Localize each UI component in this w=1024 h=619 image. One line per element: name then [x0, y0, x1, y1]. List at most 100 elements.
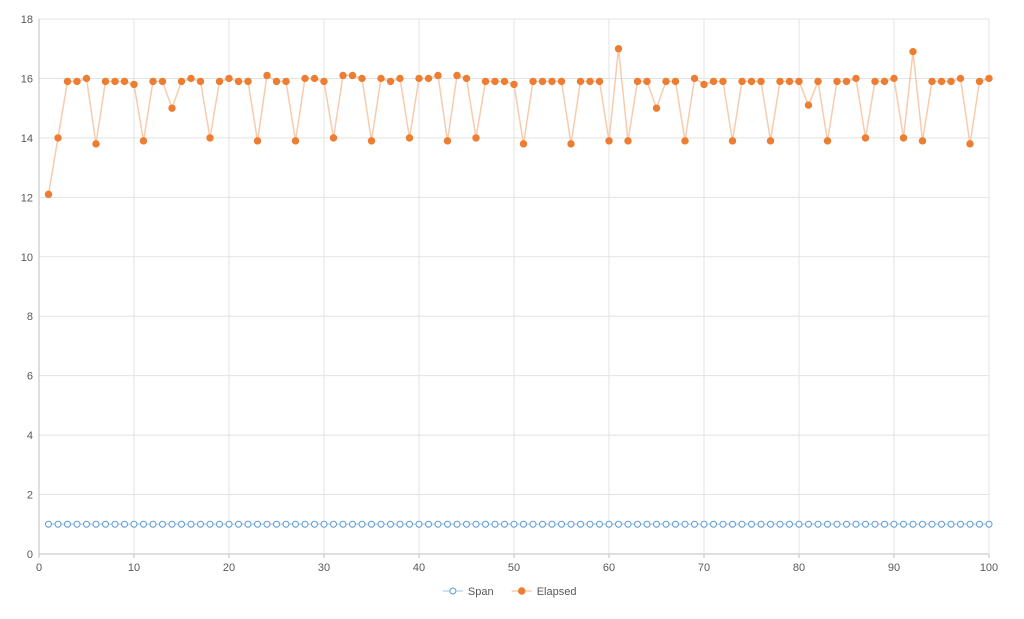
- data-point: [83, 520, 90, 528]
- data-point: [643, 520, 651, 528]
- data-point: [291, 137, 300, 145]
- data-point: [510, 520, 518, 528]
- data-point: [862, 520, 869, 528]
- data-point: [330, 520, 337, 528]
- data-point: [814, 77, 822, 86]
- y-tick-label: 10: [21, 252, 33, 264]
- data-point: [672, 520, 679, 528]
- data-point: [216, 520, 223, 528]
- data-point: [539, 520, 546, 528]
- data-point: [786, 520, 793, 528]
- data-point: [928, 77, 936, 86]
- data-point: [244, 77, 252, 86]
- data-point: [130, 520, 138, 528]
- data-point: [975, 77, 984, 86]
- data-point: [567, 140, 575, 148]
- data-point: [234, 77, 243, 86]
- data-point: [824, 520, 831, 528]
- data-point: [738, 77, 746, 86]
- data-point: [814, 520, 822, 528]
- x-tick-label: 60: [603, 562, 615, 574]
- data-point: [966, 520, 974, 528]
- data-point: [481, 77, 490, 86]
- data-point: [472, 520, 480, 528]
- data-point: [899, 134, 908, 142]
- data-point: [671, 77, 680, 86]
- data-point: [368, 520, 375, 528]
- data-point: [443, 137, 452, 145]
- data-point: [738, 520, 746, 528]
- data-point: [937, 77, 946, 86]
- data-point: [614, 45, 623, 53]
- data-point: [700, 520, 708, 528]
- series-span: [45, 520, 993, 528]
- data-point: [652, 104, 661, 112]
- data-point: [272, 77, 281, 86]
- data-point: [158, 77, 167, 86]
- legend: Span Elapsed: [442, 586, 576, 598]
- data-point: [311, 520, 318, 528]
- data-point: [64, 520, 71, 528]
- data-point: [766, 137, 775, 145]
- data-point: [453, 520, 461, 528]
- data-point: [557, 77, 566, 86]
- data-point: [377, 520, 385, 528]
- series-line: [47, 48, 990, 195]
- y-tick-label: 14: [21, 133, 33, 145]
- data-point: [976, 520, 983, 528]
- data-point: [253, 137, 262, 145]
- data-point: [339, 520, 347, 528]
- data-point: [348, 71, 357, 80]
- data-point: [700, 80, 708, 89]
- data-point: [709, 77, 718, 86]
- data-point: [177, 77, 186, 86]
- data-point: [966, 140, 974, 148]
- data-point: [918, 137, 927, 145]
- x-tick-label: 0: [36, 562, 42, 574]
- data-point: [320, 520, 328, 528]
- data-point: [501, 520, 508, 528]
- data-point: [301, 74, 309, 83]
- data-point: [624, 520, 632, 528]
- x-tick-label: 70: [698, 562, 710, 574]
- data-point: [519, 140, 528, 148]
- data-point: [168, 104, 176, 112]
- data-point: [795, 520, 803, 528]
- data-point: [510, 80, 518, 89]
- data-point: [624, 137, 632, 145]
- data-point: [586, 77, 594, 86]
- data-point: [529, 77, 537, 86]
- data-point: [178, 520, 185, 528]
- data-point: [396, 74, 404, 83]
- data-point: [919, 520, 926, 528]
- data-point: [833, 77, 841, 86]
- y-tick-label: 16: [21, 73, 33, 85]
- data-point: [159, 520, 166, 528]
- data-point: [396, 520, 404, 528]
- legend-item-elapsed: Elapsed: [511, 586, 576, 598]
- data-point: [44, 190, 53, 199]
- data-point: [985, 74, 993, 83]
- data-point: [520, 520, 527, 528]
- y-tick-label: 6: [27, 371, 33, 383]
- legend-marker: [449, 587, 457, 595]
- data-point: [82, 74, 91, 83]
- data-point: [386, 77, 395, 86]
- data-point: [776, 520, 784, 528]
- data-point: [947, 77, 955, 86]
- data-point: [187, 520, 195, 528]
- data-point: [434, 71, 442, 80]
- data-point: [235, 520, 242, 528]
- data-point: [406, 520, 413, 528]
- data-point: [215, 77, 224, 86]
- x-tick-label: 20: [223, 562, 235, 574]
- data-point: [92, 140, 100, 148]
- data-point: [130, 80, 138, 89]
- series-area: [44, 45, 993, 528]
- data-point: [111, 520, 119, 528]
- data-point: [595, 77, 604, 86]
- data-point: [482, 520, 489, 528]
- data-point: [909, 520, 917, 528]
- data-point: [681, 520, 689, 528]
